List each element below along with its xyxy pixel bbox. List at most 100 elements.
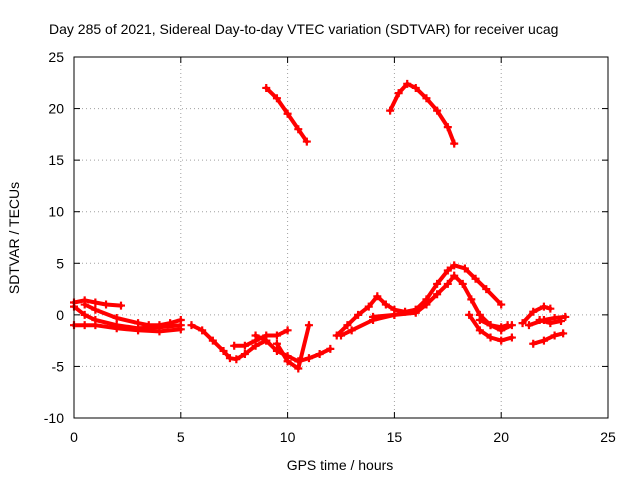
y-tick-label: 10 [48, 204, 64, 220]
data-point [550, 331, 559, 340]
data-point [166, 319, 175, 328]
data-point [262, 83, 271, 92]
data-point [80, 300, 89, 309]
data-point [535, 316, 544, 325]
data-point [112, 324, 121, 333]
data-point [283, 326, 292, 335]
data-point [144, 321, 153, 330]
data-point [467, 295, 476, 304]
data-point [134, 326, 143, 335]
data-point [475, 326, 484, 335]
data-point [411, 83, 420, 92]
data-point [486, 333, 495, 342]
series-arc-18 [529, 329, 568, 348]
data-point [559, 329, 568, 338]
data-point [176, 325, 185, 334]
data-point [91, 298, 100, 307]
data-point [475, 316, 484, 325]
data-point [460, 264, 469, 273]
y-axis-label: SDTVAR / TECUs [6, 182, 22, 294]
data-point [232, 355, 241, 364]
data-point [433, 106, 442, 115]
data-point [272, 339, 281, 348]
x-tick-label: 15 [387, 429, 403, 445]
data-point [529, 339, 538, 348]
data-point [497, 300, 506, 309]
data-point [80, 310, 89, 319]
data-point [524, 321, 533, 330]
data-point [561, 312, 570, 321]
data-point [272, 94, 281, 103]
series-arc-16 [518, 302, 555, 328]
data-point [80, 321, 89, 330]
x-tick-label: 20 [493, 429, 509, 445]
data-point [443, 123, 452, 132]
data-point [176, 316, 185, 325]
data-point [539, 336, 548, 345]
data-point [373, 292, 382, 301]
data-point [116, 301, 125, 310]
series-arc-4 [80, 300, 185, 330]
data-point [450, 271, 459, 280]
data-point [326, 344, 335, 353]
data-point [302, 137, 311, 146]
data-point [422, 300, 431, 309]
data-point [315, 350, 324, 359]
data-point [230, 341, 239, 350]
y-tick-label: -5 [52, 358, 65, 374]
data-point [443, 279, 452, 288]
series-arc-7 [251, 331, 335, 366]
x-tick-label: 5 [177, 429, 185, 445]
series-arc-8 [272, 321, 313, 373]
data-point [294, 125, 303, 134]
data-point [411, 308, 420, 317]
data-point [198, 326, 207, 335]
data-point [240, 341, 249, 350]
data-point [529, 307, 538, 316]
x-tick-label: 25 [600, 429, 616, 445]
series-arc-3 [70, 321, 185, 336]
x-axis-label: GPS time / hours [287, 457, 394, 473]
data-point [458, 279, 467, 288]
data-point [283, 109, 292, 118]
axis-ticks: 0 5 10 15 20 25 -10 -5 0 5 10 15 20 25 [44, 49, 616, 445]
data-point [208, 336, 217, 345]
data-point [272, 331, 281, 340]
data-point [465, 310, 474, 319]
data-point [539, 302, 548, 311]
series-arc-14 [465, 310, 516, 345]
data-point [364, 302, 373, 311]
data-point [557, 317, 566, 326]
series-arc-15 [475, 316, 512, 332]
data-point [546, 304, 555, 313]
data-point [497, 336, 506, 345]
data-point [546, 319, 555, 328]
data-point [354, 310, 363, 319]
data-point [102, 300, 111, 309]
data-point [422, 94, 431, 103]
plot-frame [73, 56, 609, 419]
series-track [531, 331, 566, 346]
y-tick-label: 25 [48, 49, 64, 65]
series-arc-19 [535, 316, 566, 328]
data-point [471, 274, 480, 283]
y-tick-label: 20 [48, 101, 64, 117]
x-tick-label: 10 [280, 429, 296, 445]
data-point [155, 321, 164, 330]
data-point [503, 321, 512, 330]
data-point [394, 89, 403, 98]
y-tick-label: -10 [44, 410, 64, 426]
data-point [433, 279, 442, 288]
y-tick-label: 5 [56, 255, 64, 271]
data-point [518, 319, 527, 328]
data-point [343, 321, 352, 330]
series-arc-5 [187, 321, 271, 364]
y-tick-label: 15 [48, 152, 64, 168]
data-point [240, 350, 249, 359]
data-point [91, 305, 100, 314]
data-point [497, 323, 506, 332]
data-point [390, 310, 399, 319]
series-arc-10 [386, 79, 459, 148]
data-point [347, 326, 356, 335]
